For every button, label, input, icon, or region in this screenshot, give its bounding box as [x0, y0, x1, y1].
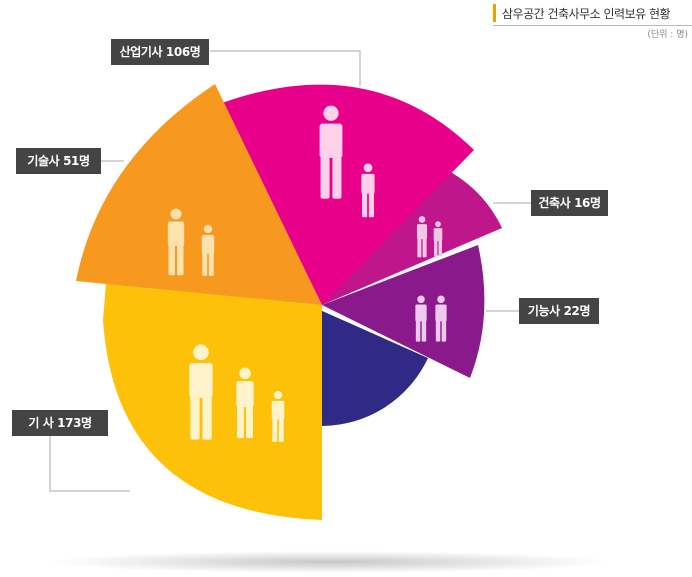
unit-note: (단위 : 명)	[647, 30, 688, 40]
slice-craftsman	[322, 245, 485, 378]
header-accent-bar	[493, 4, 496, 22]
slice-technician	[76, 84, 322, 305]
label-technician: 기술사 51명	[16, 148, 101, 174]
label-craftsman: 기능사 22명	[519, 298, 599, 324]
chart-title: 삼우공간 건축사무소 인력보유 현황	[502, 7, 671, 21]
slice-architect	[322, 162, 502, 305]
leader-industrial-engineer	[210, 50, 361, 86]
leader-engineer	[49, 436, 130, 492]
floor-shadow	[50, 551, 610, 573]
slice-industrial-engineer	[222, 84, 474, 305]
header-divider	[493, 25, 692, 26]
label-architect: 건축사 16명	[531, 190, 608, 216]
slice-engineer	[103, 283, 322, 520]
label-industrial-engineer: 산업기사 106명	[111, 39, 209, 65]
chart-header: 삼우공간 건축사무소 인력보유 현황 (단위 : 명)	[493, 2, 692, 40]
pie-base-center	[320, 310, 428, 426]
label-engineer: 기 사 173명	[12, 410, 108, 436]
